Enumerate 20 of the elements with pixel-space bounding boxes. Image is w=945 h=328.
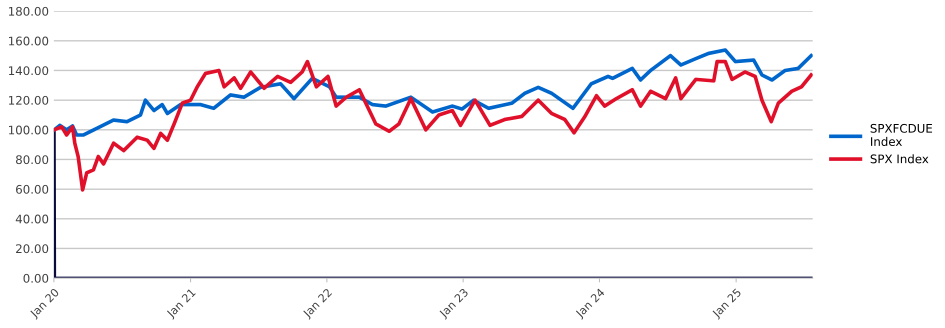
y-tick-label: 40.00 bbox=[16, 214, 48, 224]
x-tick-label: Jan 22 bbox=[302, 288, 334, 320]
x-tick-label: Jan 20 bbox=[28, 288, 61, 320]
x-tick-label: Jan 21 bbox=[166, 288, 198, 320]
y-tick-label: 0.00 bbox=[23, 274, 48, 283]
x-tick-label: Jan 25 bbox=[711, 288, 743, 320]
y-tick-label: 160.00 bbox=[8, 36, 48, 46]
x-tick-label: Jan 24 bbox=[574, 288, 607, 320]
y-tick-label: 80.00 bbox=[16, 155, 48, 164]
line-series bbox=[54, 60, 813, 192]
y-tick-label: 180.00 bbox=[8, 6, 48, 16]
y-tick-label: 100.00 bbox=[8, 126, 48, 134]
y-tick-label: 60.00 bbox=[16, 184, 48, 194]
y-tick-label: 120.00 bbox=[8, 96, 48, 105]
x-tick-label: Jan 23 bbox=[438, 288, 470, 320]
y-tick-label: 140.00 bbox=[8, 66, 48, 76]
y-tick-label: 20.00 bbox=[16, 244, 48, 254]
legend-label: SPX Index bbox=[870, 154, 928, 164]
legend-label: SPXFCDUE Index bbox=[870, 124, 932, 146]
line-series bbox=[54, 48, 813, 137]
